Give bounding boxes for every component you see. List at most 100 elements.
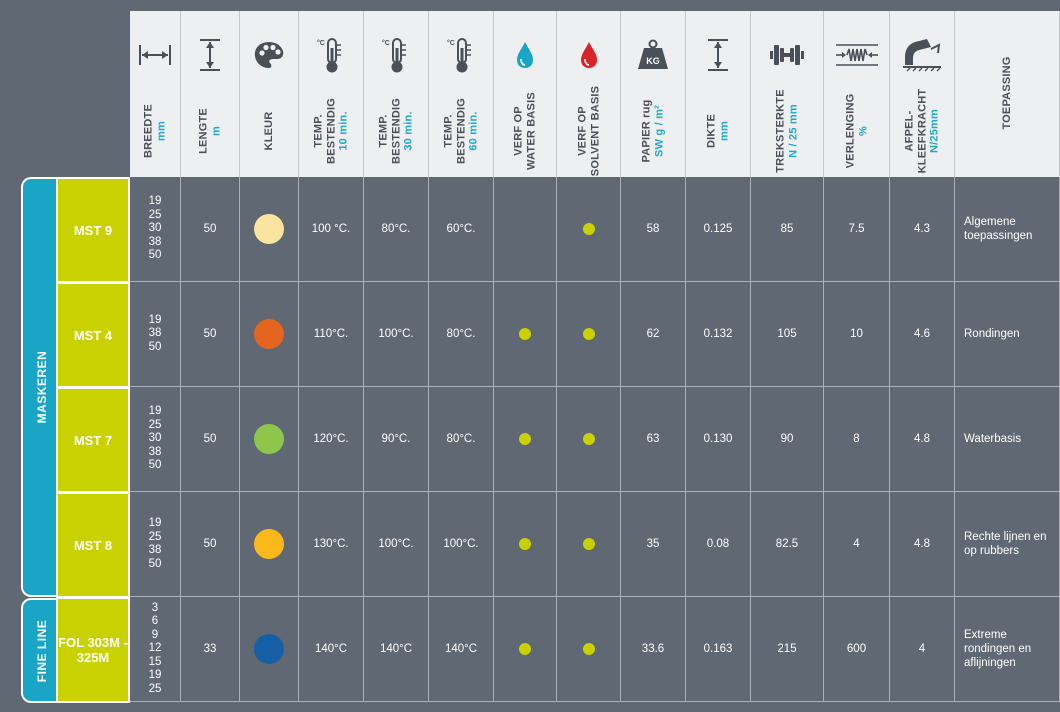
svg-text:°C: °C (447, 39, 455, 47)
cell-afpel: 4.8 (890, 387, 955, 492)
cell-dikte: 0.130 (686, 387, 751, 492)
header-label-line: BESTENDIG (324, 98, 337, 164)
water-drop-icon (494, 35, 556, 75)
cell-treksterkte: 90 (751, 387, 824, 492)
header-label-line: VERF OP (576, 106, 588, 156)
cell-lengte: 33 (181, 597, 240, 702)
header-label-toepassing: TOEPASSING (1001, 56, 1014, 129)
application-text: Waterbasis (964, 433, 1022, 445)
header-unit-temp30: 30 min. (402, 111, 415, 151)
header-breedte: BREEDTE mm (130, 11, 181, 177)
cell-toepassing: Extreme rondingen en aflijningen (955, 597, 1060, 702)
cell-dikte: 0.08 (686, 492, 751, 597)
header-temp10: °C TEMP. BESTENDIG 10 min. (299, 11, 364, 177)
cell-temp10: 120°C. (299, 387, 364, 492)
header-solvent: VERF OP SOLVENT BASIS (557, 11, 621, 177)
cell-lengte: 50 (181, 387, 240, 492)
cell-treksterkte: 105 (751, 282, 824, 387)
cell-toepassing: Rondingen (955, 282, 1060, 387)
cell-temp30: 90°C. (364, 387, 429, 492)
header-label-line: KLEUR (262, 111, 275, 151)
cell-temp60: 80°C. (429, 387, 494, 492)
header-treksterkte: TREKSTERKTE N / 25 mm (751, 11, 824, 177)
cell-dikte: 0.163 (686, 597, 751, 702)
thermometer-icon: °C (299, 35, 363, 75)
header-unit-afpel: N/25mm (928, 109, 941, 154)
cell-temp60: 100°C. (429, 492, 494, 597)
header-label-lengte: LENGTE m (198, 108, 223, 154)
header-label-temp30: TEMP. BESTENDIG 30 min. (377, 98, 415, 164)
suitable-dot (582, 328, 595, 340)
suitable-dot (582, 223, 595, 235)
header-label-kleur: KLEUR (263, 112, 276, 151)
product-name: MST 8 (56, 492, 130, 598)
header-temp60: °C TEMP. BESTENDIG 60 min. (429, 11, 494, 177)
header-unit-breedte: mm (155, 121, 167, 141)
product-name: MST 9 (56, 177, 130, 283)
cell-kleur (240, 282, 299, 387)
header-label-line: TREKSTERKTE (774, 89, 787, 173)
application-text: Algemene toepassingen (964, 216, 1033, 242)
header-water: VERF OP WATER BASIS (494, 11, 557, 177)
suitable-dot (519, 433, 531, 445)
color-swatch (254, 529, 284, 559)
cell-solvent (557, 282, 621, 387)
cell-solvent (557, 177, 621, 282)
group-tab-fine-line: FINE LINE (21, 598, 61, 703)
color-swatch (254, 634, 284, 664)
header-unit-treksterkte: N / 25 mm (787, 104, 799, 158)
peel-tape-icon (890, 35, 954, 75)
cell-temp60: 80°C. (429, 282, 494, 387)
thermometer-icon: °C (429, 35, 493, 75)
cell-verlenging: 10 (824, 282, 890, 387)
cell-water (494, 177, 557, 282)
cell-solvent (557, 387, 621, 492)
cell-breedte: 3 6 9 12 15 19 25 (130, 597, 181, 702)
kg-label: KG (646, 56, 660, 66)
cell-lengte: 50 (181, 492, 240, 597)
color-swatch (254, 319, 284, 349)
header-kleur: KLEUR (240, 11, 299, 177)
header-label-line: BREEDTE (142, 104, 155, 158)
cell-breedte: 19 25 30 38 50 (130, 387, 181, 492)
svg-text:°C: °C (382, 39, 390, 47)
header-lengte: LENGTE m (181, 11, 240, 177)
header-label-temp60: TEMP. BESTENDIG 60 min. (442, 98, 480, 164)
suitable-dot (519, 328, 531, 340)
cell-treksterkte: 85 (751, 177, 824, 282)
cell-treksterkte: 215 (751, 597, 824, 702)
header-label-line: TOEPASSING (1000, 56, 1013, 130)
cell-verlenging: 8 (824, 387, 890, 492)
cell-dikte: 0.125 (686, 177, 751, 282)
suitable-dot (519, 643, 531, 655)
header-label-breedte: BREEDTE mm (143, 104, 168, 158)
cell-temp30: 100°C. (364, 282, 429, 387)
cell-verlenging: 600 (824, 597, 890, 702)
cell-kleur (240, 177, 299, 282)
cell-temp60: 60°C. (429, 177, 494, 282)
header-unit-verlenging: % (856, 126, 869, 136)
cell-papier: 35 (621, 492, 686, 597)
header-verlenging: VERLENGING% (824, 11, 890, 177)
header-label-line: TEMP. (442, 114, 455, 148)
header-unit-temp60: 60 min. (467, 111, 480, 151)
suitable-dot (519, 538, 531, 550)
header-label-line: SOLVENT BASIS (588, 85, 601, 177)
cell-breedte: 19 25 38 50 (130, 492, 181, 597)
cell-afpel: 4.3 (890, 177, 955, 282)
group-tab-maskeren: MASKEREN (21, 177, 61, 597)
cell-papier: 33.6 (621, 597, 686, 702)
header-label-line: TEMP. (377, 114, 390, 148)
cell-temp10: 130°C. (299, 492, 364, 597)
header-temp30: °C TEMP. BESTENDIG 30 min. (364, 11, 429, 177)
cell-verlenging: 4 (824, 492, 890, 597)
weight-kg-icon: KG (621, 35, 685, 75)
group-label: FINE LINE (35, 619, 49, 682)
cell-toepassing: Algemene toepassingen (955, 177, 1060, 282)
header-label-line: BESTENDIG (389, 98, 402, 164)
spring-icon (824, 35, 889, 75)
application-text: Rondingen (964, 328, 1020, 340)
header-label-line: PAPIER rug (640, 99, 653, 163)
svg-text:°C: °C (317, 39, 325, 47)
cell-temp10: 100 °C. (299, 177, 364, 282)
